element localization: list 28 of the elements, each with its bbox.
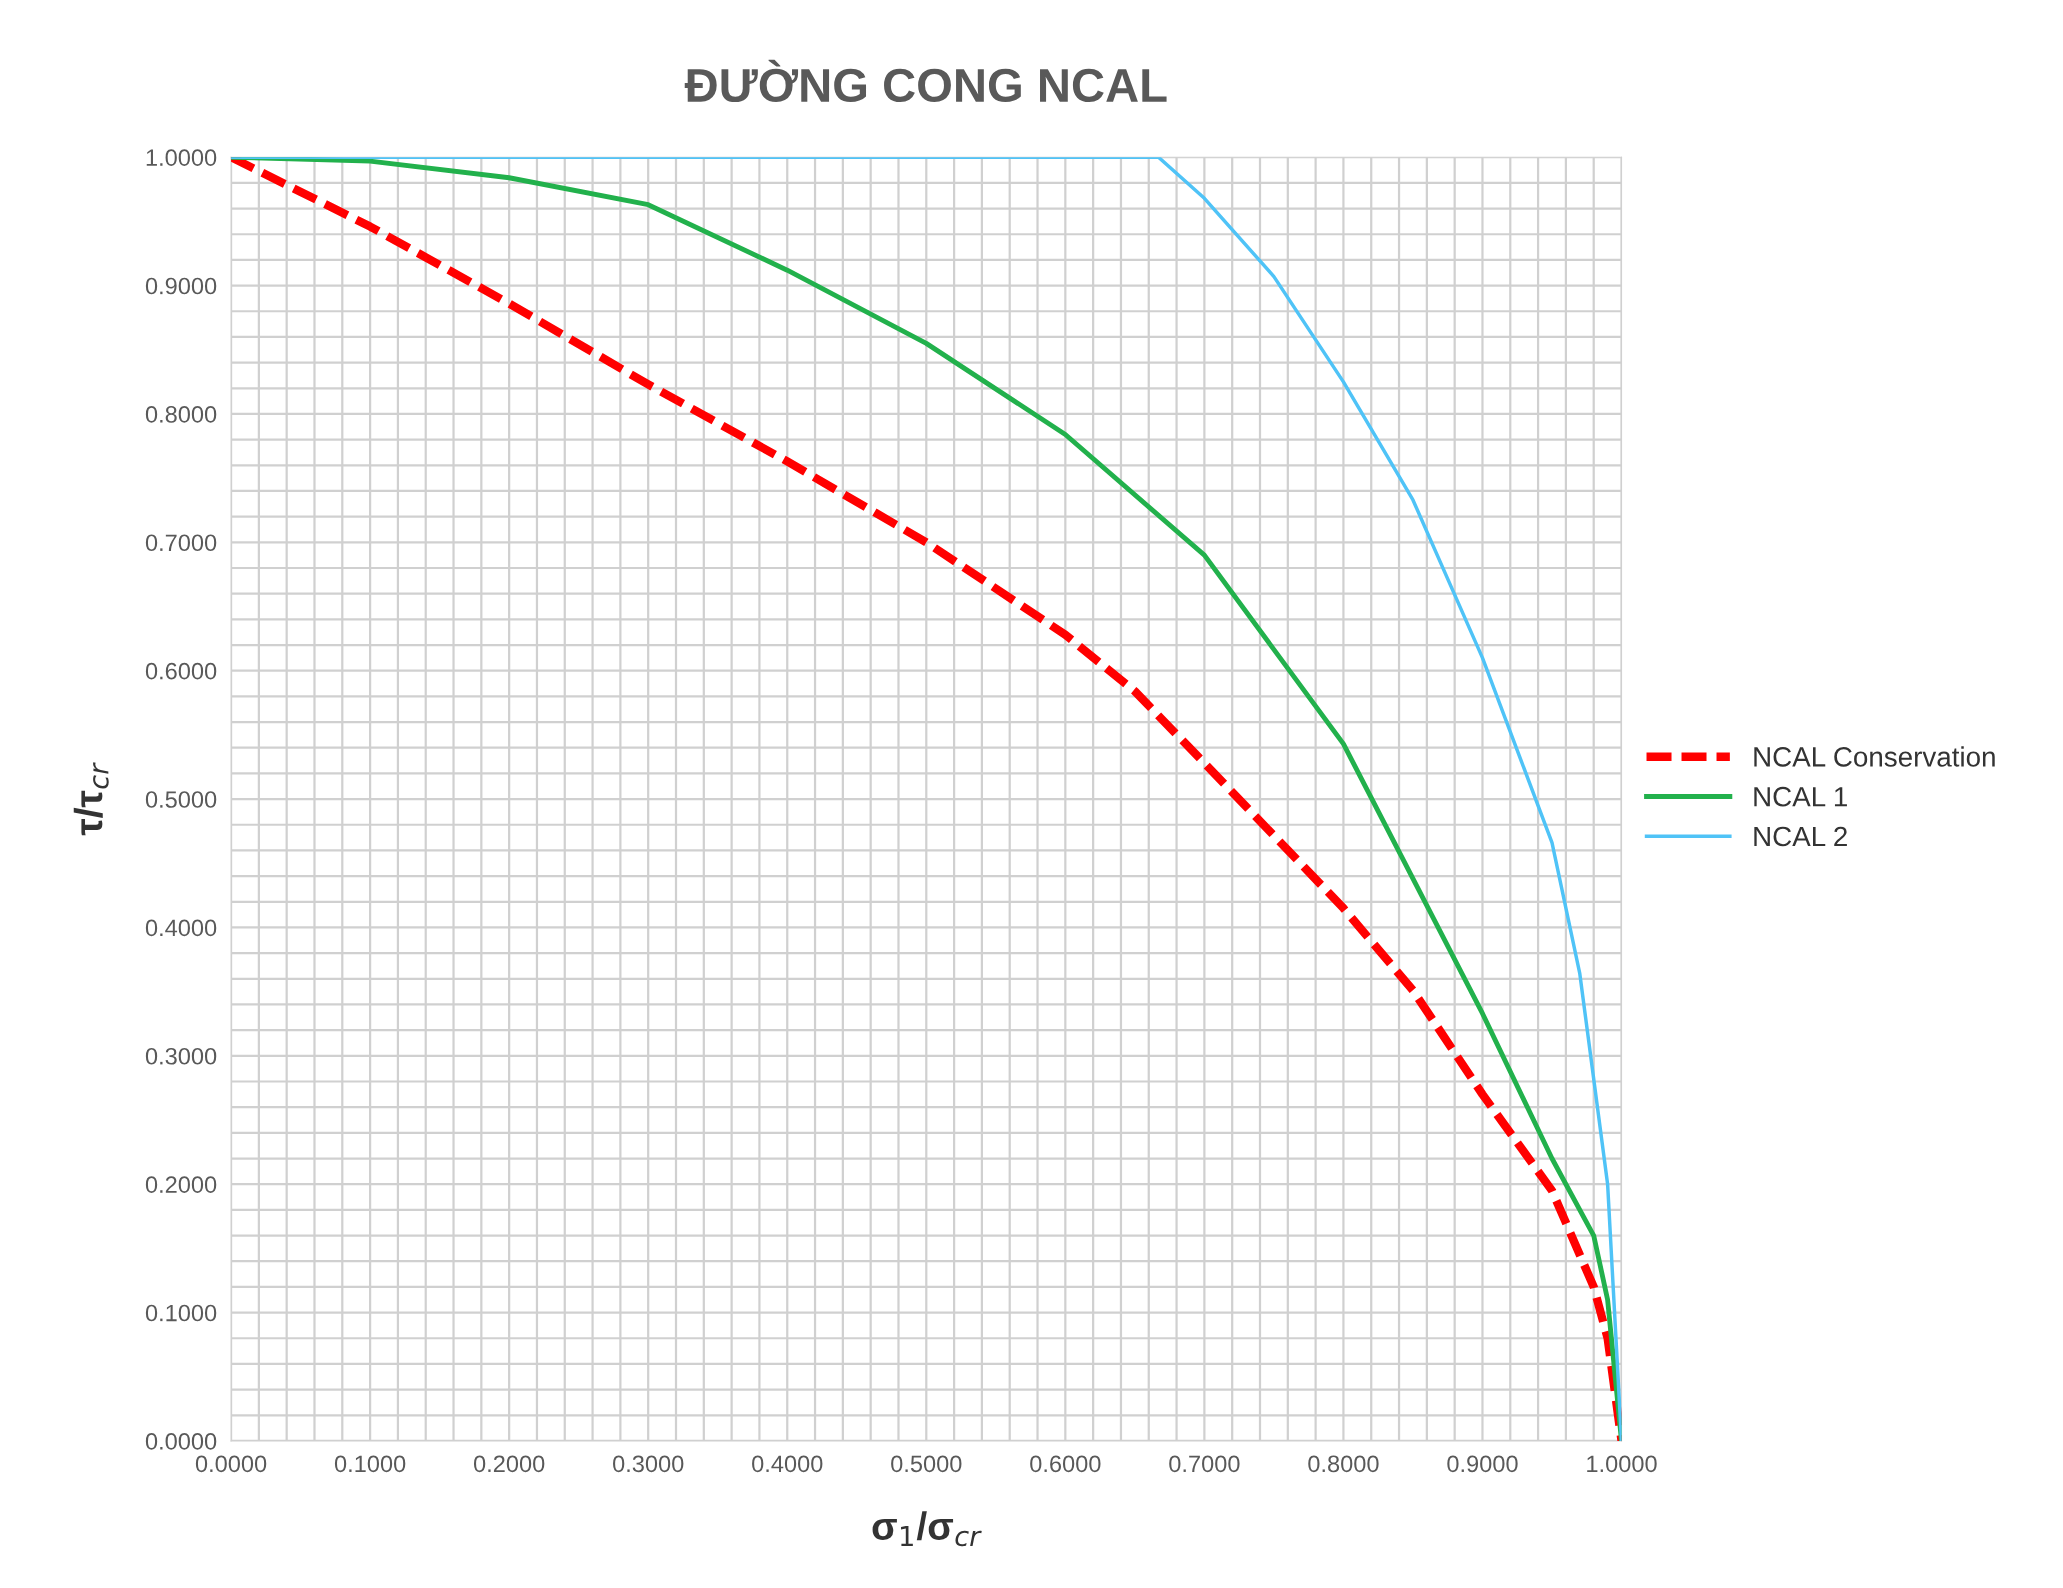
y-tick-label: 0.5000 <box>145 791 217 808</box>
legend-label: NCAL 1 <box>1754 786 1847 807</box>
legend-label: NCAL 2 <box>1754 826 1847 847</box>
y-tick-label: 0.6000 <box>145 662 217 680</box>
y-axis-title: τ/τ$_{cr}$ <box>73 762 109 836</box>
x-tick-label: 0.3000 <box>613 1455 684 1473</box>
y-tick-label: 1.0000 <box>146 149 217 166</box>
x-tick-label: 0.8000 <box>1308 1455 1379 1473</box>
x-axis-title: σ$_{1}$/σ$_{cr}$ <box>872 1511 982 1547</box>
y-tick-label: 0.4000 <box>145 919 217 937</box>
y-tick-label: 0.7000 <box>145 534 217 552</box>
chart-title: ĐƯỜNG CONG NCAL <box>684 59 1167 103</box>
y-tick-label: 0.9000 <box>145 277 217 295</box>
legend-label: NCAL Conservation <box>1754 746 1995 767</box>
x-tick-label: 1.0000 <box>1587 1455 1657 1473</box>
x-tick-label: 0.1000 <box>334 1455 406 1473</box>
x-tick-label: 0.6000 <box>1030 1455 1101 1473</box>
x-tick-label: 0.5000 <box>891 1455 962 1473</box>
x-tick-label: 0.2000 <box>473 1455 545 1473</box>
x-tick-label: 0.7000 <box>1169 1455 1240 1473</box>
y-tick-label: 0.8000 <box>145 406 217 423</box>
y-tick-label: 0.1000 <box>145 1304 217 1322</box>
y-tick-label: 0.3000 <box>145 1047 217 1065</box>
y-tick-label: 0.0000 <box>145 1433 217 1450</box>
x-tick-label: 0.0000 <box>195 1455 267 1473</box>
y-tick-label: 0.2000 <box>145 1176 217 1193</box>
x-tick-label: 0.9000 <box>1447 1455 1518 1473</box>
x-tick-label: 0.4000 <box>752 1455 823 1473</box>
